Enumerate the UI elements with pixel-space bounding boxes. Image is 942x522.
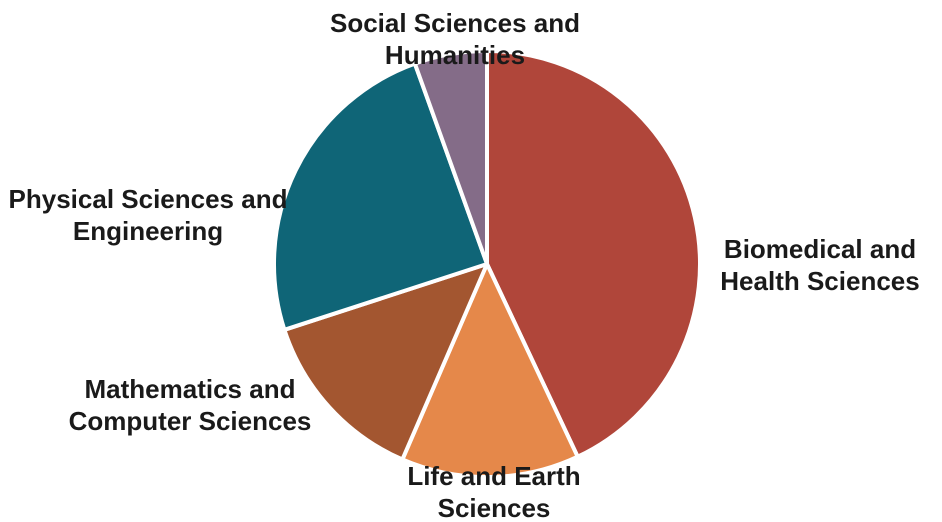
slice-label: Physical Sciences and Engineering bbox=[8, 184, 288, 246]
pie-slice bbox=[412, 49, 489, 266]
slice-label: Biomedical and Health Sciences bbox=[720, 234, 920, 296]
pie-slice bbox=[272, 61, 489, 332]
slice-label: Life and Earth Sciences bbox=[407, 461, 581, 522]
slice-label: Mathematics and Computer Sciences bbox=[68, 374, 312, 436]
pie-slice bbox=[485, 49, 702, 459]
pie-slice bbox=[282, 262, 489, 462]
pie-slice bbox=[400, 262, 580, 479]
slice-label: Social Sciences and Humanities bbox=[329, 8, 580, 70]
